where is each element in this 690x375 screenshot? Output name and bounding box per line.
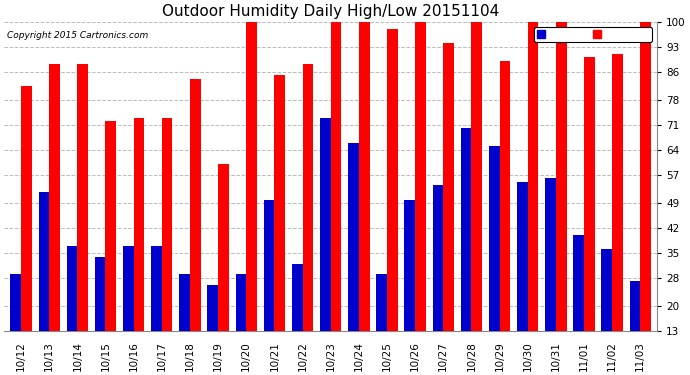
Bar <box>528 22 538 375</box>
Bar <box>404 200 415 375</box>
Bar <box>517 182 528 375</box>
Bar <box>545 178 556 375</box>
Bar <box>235 274 246 375</box>
Bar <box>629 281 640 375</box>
Bar <box>208 285 218 375</box>
Bar <box>556 22 566 375</box>
Bar <box>10 274 21 375</box>
Bar <box>348 142 359 375</box>
Title: Outdoor Humidity Daily High/Low 20151104: Outdoor Humidity Daily High/Low 20151104 <box>162 4 500 19</box>
Legend: Low  (%), High  (%): Low (%), High (%) <box>535 27 652 42</box>
Bar <box>471 22 482 375</box>
Bar <box>77 64 88 375</box>
Bar <box>275 75 285 375</box>
Bar <box>584 57 595 375</box>
Bar <box>179 274 190 375</box>
Bar <box>49 64 60 375</box>
Bar <box>612 54 623 375</box>
Bar <box>415 22 426 375</box>
Bar <box>161 118 172 375</box>
Bar <box>264 200 275 375</box>
Bar <box>433 185 443 375</box>
Bar <box>190 79 201 375</box>
Bar <box>602 249 612 375</box>
Bar <box>359 22 370 375</box>
Bar <box>387 29 397 375</box>
Bar <box>331 22 342 375</box>
Bar <box>123 246 134 375</box>
Bar <box>573 235 584 375</box>
Bar <box>39 192 49 375</box>
Bar <box>292 264 302 375</box>
Bar <box>21 86 32 375</box>
Bar <box>500 61 510 375</box>
Bar <box>134 118 144 375</box>
Bar <box>95 256 106 375</box>
Bar <box>302 64 313 375</box>
Bar <box>489 146 500 375</box>
Bar <box>106 122 116 375</box>
Bar <box>320 118 331 375</box>
Bar <box>640 22 651 375</box>
Bar <box>67 246 77 375</box>
Bar <box>151 246 161 375</box>
Bar <box>246 22 257 375</box>
Bar <box>443 43 454 375</box>
Bar <box>376 274 387 375</box>
Text: Copyright 2015 Cartronics.com: Copyright 2015 Cartronics.com <box>8 31 148 40</box>
Bar <box>218 164 229 375</box>
Bar <box>461 129 471 375</box>
